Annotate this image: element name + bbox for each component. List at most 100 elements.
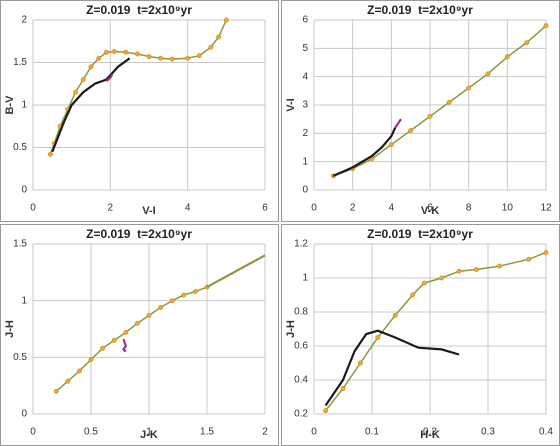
y-tick-label: 0.8 xyxy=(294,307,308,318)
marker xyxy=(408,128,414,133)
y-tick-label: 1 xyxy=(302,273,308,284)
marker xyxy=(104,49,109,55)
x-tick-label: 2 xyxy=(108,203,114,214)
marker xyxy=(208,44,214,50)
marker xyxy=(169,56,175,62)
marker xyxy=(158,55,164,61)
marker xyxy=(427,113,433,119)
y-tick-label: 5 xyxy=(302,43,308,54)
panel-border xyxy=(281,224,560,446)
marker xyxy=(185,55,191,61)
y-axis-label: J-H xyxy=(4,320,16,338)
x-tick-label: 0.2 xyxy=(423,427,437,438)
y-axis-label: J-H xyxy=(285,320,297,338)
x-axis-label: H-K xyxy=(420,429,440,441)
x-tick-label: 0.1 xyxy=(365,427,379,438)
marker xyxy=(196,53,202,59)
marker xyxy=(456,268,462,274)
marker xyxy=(392,312,398,318)
y-tick-label: 0 xyxy=(21,185,27,196)
marker xyxy=(146,312,152,318)
marker xyxy=(96,55,102,61)
marker xyxy=(524,40,530,46)
y-tick-label: 0.4 xyxy=(294,375,308,386)
marker xyxy=(323,408,329,414)
x-tick-label: 0 xyxy=(311,203,317,214)
marker xyxy=(192,289,198,295)
marker xyxy=(73,89,78,95)
chart-title: Z=0.019 t=2x10⁹yr xyxy=(86,3,192,17)
x-tick-label: 6 xyxy=(262,203,268,214)
series-line xyxy=(51,57,131,153)
marker xyxy=(80,77,86,82)
x-tick-label: 8 xyxy=(466,203,472,214)
y-tick-label: 1.5 xyxy=(13,239,27,250)
marker xyxy=(485,71,491,77)
x-tick-label: 4 xyxy=(389,203,395,214)
marker xyxy=(439,275,445,281)
marker xyxy=(497,263,503,269)
marker xyxy=(543,23,549,29)
y-tick-label: 1 xyxy=(21,100,27,111)
y-tick-label: 1.5 xyxy=(13,57,27,68)
y-axis-label: V-I xyxy=(285,98,297,111)
y-axis-label: B-V xyxy=(4,95,16,115)
y-tick-label: 6 xyxy=(302,15,308,26)
y-tick-label: 0.2 xyxy=(294,409,308,420)
y-tick-label: 4 xyxy=(302,71,308,82)
marker xyxy=(446,99,452,105)
x-axis-label: J-K xyxy=(140,429,158,441)
marker xyxy=(88,64,94,70)
marker xyxy=(111,337,117,343)
marker xyxy=(388,142,394,148)
marker xyxy=(473,267,479,272)
series-line xyxy=(206,254,266,289)
marker xyxy=(526,256,532,262)
marker xyxy=(504,54,510,60)
y-tick-label: 2 xyxy=(21,15,27,26)
x-tick-label: 1 xyxy=(146,427,152,438)
panel-border xyxy=(0,224,279,446)
marker xyxy=(76,368,82,374)
marker xyxy=(421,280,427,286)
y-tick-label: 0 xyxy=(21,409,27,420)
x-tick-label: 4 xyxy=(185,203,191,214)
y-tick-label: 2 xyxy=(302,128,308,139)
y-tick-label: 1 xyxy=(302,156,308,167)
marker xyxy=(47,151,53,157)
marker xyxy=(169,298,175,304)
x-axis-label: V-I xyxy=(142,205,155,217)
y-tick-label: 0 xyxy=(302,185,308,196)
panel-border xyxy=(0,0,279,222)
x-tick-label: 10 xyxy=(502,203,514,214)
panel-border xyxy=(281,0,560,222)
x-tick-label: 0 xyxy=(30,427,36,438)
x-tick-label: 2 xyxy=(350,203,356,214)
series-line xyxy=(394,118,402,129)
chart-title: Z=0.019 t=2x10⁹yr xyxy=(367,227,473,241)
x-tick-label: 12 xyxy=(540,203,552,214)
marker xyxy=(146,54,152,59)
marker xyxy=(111,49,117,54)
marker xyxy=(53,388,59,394)
series-line xyxy=(333,25,547,177)
chart-title: Z=0.019 t=2x10⁹yr xyxy=(367,3,473,17)
chart-title: Z=0.019 t=2x10⁹yr xyxy=(86,227,192,241)
y-tick-label: 3 xyxy=(302,100,308,111)
marker xyxy=(158,305,164,310)
marker xyxy=(340,386,346,391)
y-tick-label: 0.5 xyxy=(13,352,27,363)
x-tick-label: 6 xyxy=(427,203,433,214)
marker xyxy=(123,329,129,335)
marker xyxy=(181,292,187,298)
x-axis-label: V-K xyxy=(421,205,439,217)
marker xyxy=(357,360,363,366)
marker xyxy=(375,335,381,340)
marker xyxy=(543,250,549,255)
series-line xyxy=(324,329,460,407)
marker xyxy=(88,357,94,363)
marker xyxy=(100,345,106,351)
marker xyxy=(123,49,129,55)
